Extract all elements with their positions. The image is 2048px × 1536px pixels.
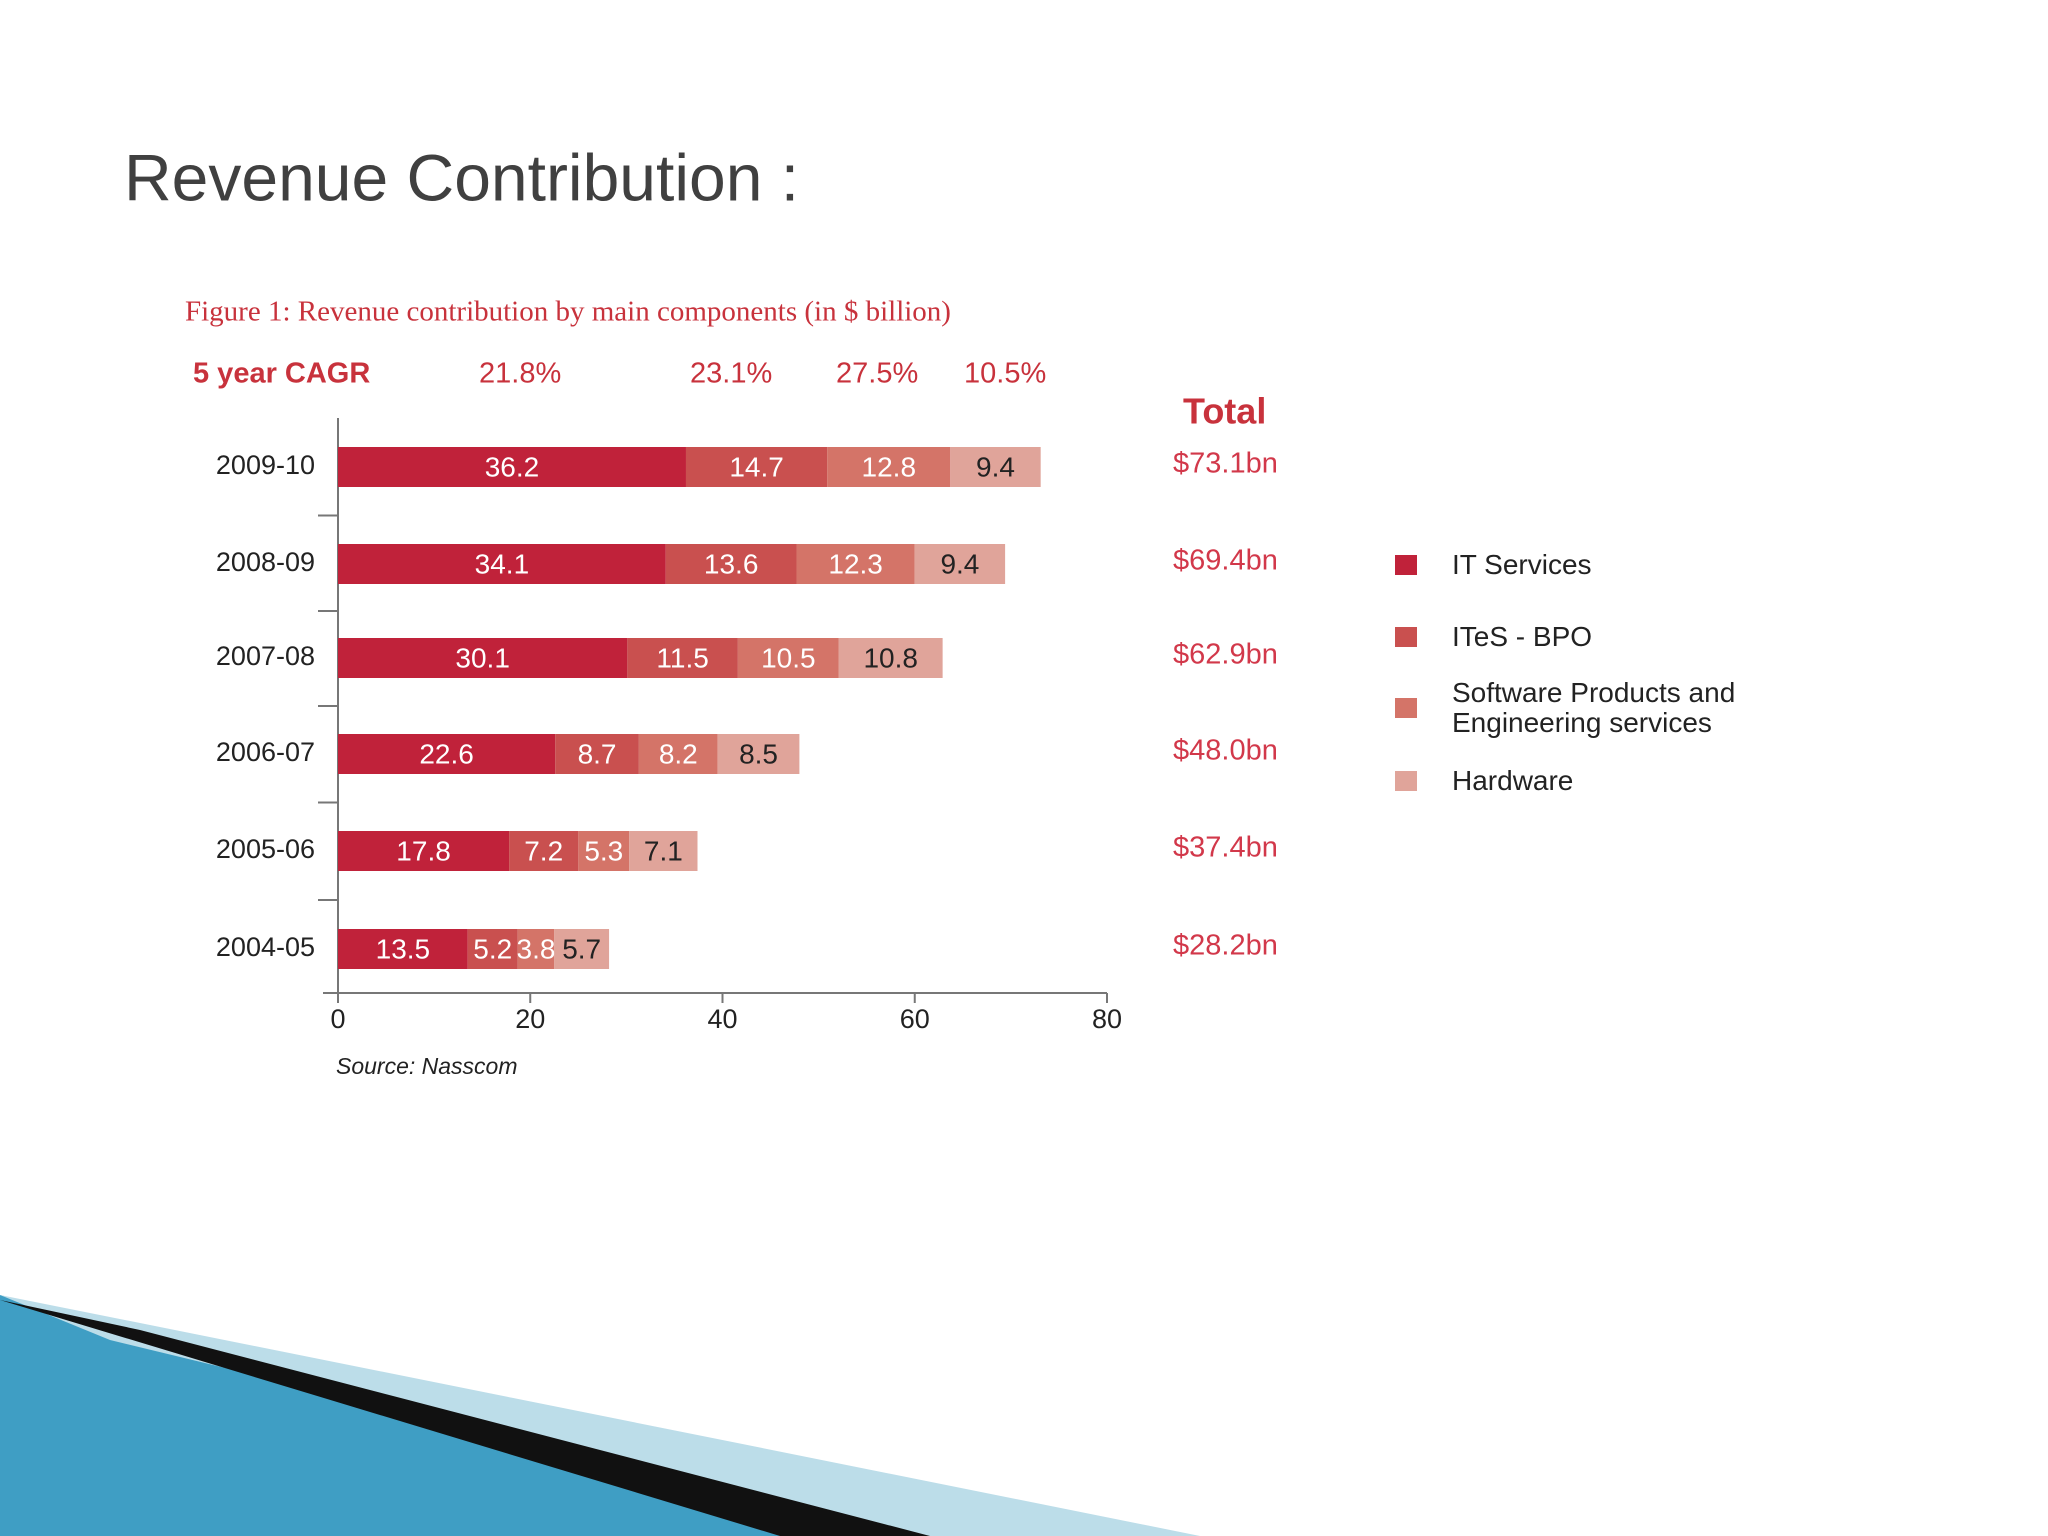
bar-value-label: 12.8	[862, 451, 917, 482]
x-tick-label: 60	[900, 1004, 930, 1034]
bar-value-label: 3.8	[517, 933, 556, 964]
bar-segment	[338, 447, 686, 487]
y-tick-label: 2006-07	[216, 737, 315, 767]
bar-value-label: 9.4	[940, 548, 979, 579]
bar-segment	[467, 929, 518, 969]
bar-value-label: 5.3	[584, 835, 623, 866]
slide-heading: Revenue Contribution :	[124, 140, 799, 214]
chart-title: Figure 1: Revenue contribution by main c…	[185, 296, 951, 328]
bar-segment	[827, 447, 951, 487]
bar-value-label: 14.7	[729, 451, 784, 482]
bar-segment	[950, 447, 1041, 487]
bar-value-label: 34.1	[475, 548, 530, 579]
bar-segment	[338, 831, 510, 871]
bar-segment	[578, 831, 630, 871]
legend-swatch	[1395, 771, 1417, 791]
total-label: $62.9bn	[1173, 639, 1278, 671]
y-tick-label: 2009-10	[216, 450, 315, 480]
total-label: $48.0bn	[1173, 735, 1278, 767]
legend-entry: ITeS - BPO	[1452, 621, 1593, 652]
bar-segment	[685, 447, 828, 487]
bar-value-label: 22.6	[419, 738, 474, 769]
bar-value-label: 10.5	[761, 642, 816, 673]
bar-value-label: 8.5	[739, 738, 778, 769]
total-label: $69.4bn	[1173, 545, 1278, 577]
bar-value-label: 5.7	[562, 933, 601, 964]
bar-segment	[338, 638, 628, 678]
bar-value-label: 30.1	[455, 642, 510, 673]
bar-value-label: 13.6	[704, 548, 759, 579]
x-tick-label: 20	[515, 1004, 545, 1034]
bar-value-label: 9.4	[976, 451, 1015, 482]
x-tick-label: 80	[1092, 1004, 1122, 1034]
bar-segment	[517, 929, 555, 969]
bar-value-label: 5.2	[473, 933, 512, 964]
bar-value-label: 7.1	[644, 835, 683, 866]
total-label: $28.2bn	[1173, 930, 1278, 962]
bar-segment	[665, 544, 797, 584]
legend-swatch	[1395, 698, 1417, 718]
bar-segment	[638, 734, 718, 774]
bar-segment	[796, 544, 915, 584]
legend-entry: IT Services	[1452, 549, 1592, 580]
bar-segment	[509, 831, 579, 871]
legend-label: ITeS - BPO	[1452, 621, 1593, 652]
bar-segment	[717, 734, 800, 774]
bar-value-label: 8.2	[659, 738, 698, 769]
source-note: Source: Nasscom	[336, 1053, 518, 1079]
x-tick-label: 40	[707, 1004, 737, 1034]
total-label: $73.1bn	[1173, 448, 1278, 480]
legend-label: IT Services	[1452, 549, 1592, 580]
y-tick-label: 2004-05	[216, 932, 315, 962]
total-label: $37.4bn	[1173, 832, 1278, 864]
cagr-value: 27.5%	[836, 358, 918, 390]
y-tick-label: 2005-06	[216, 834, 315, 864]
y-tick-label: 2007-08	[216, 641, 315, 671]
bar-segment	[338, 929, 468, 969]
decor-swoosh-light	[0, 1295, 1200, 1536]
bar-value-label: 11.5	[656, 642, 708, 673]
bar-segment	[838, 638, 943, 678]
bar-value-label: 12.3	[828, 548, 883, 579]
decor-swoosh-dark	[0, 1300, 930, 1536]
bar-segment	[338, 544, 666, 584]
legend-swatch	[1395, 555, 1417, 575]
bar-value-label: 13.5	[376, 933, 431, 964]
cagr-value: 10.5%	[964, 358, 1046, 390]
bar-value-label: 10.8	[863, 642, 918, 673]
bar-value-label: 36.2	[485, 451, 540, 482]
legend-swatch	[1395, 627, 1417, 647]
bar-segment	[737, 638, 839, 678]
bar-segment	[338, 734, 556, 774]
legend-entry: Software Products and Engineering servic…	[1452, 677, 1736, 738]
bar-segment	[627, 638, 738, 678]
bar-value-label: 17.8	[396, 835, 451, 866]
total-header: Total	[1183, 391, 1266, 432]
legend-label: Software Products and Engineering servic…	[1452, 677, 1736, 738]
y-tick-label: 2008-09	[216, 547, 315, 577]
x-tick-label: 0	[330, 1004, 345, 1034]
cagr-value: 21.8%	[479, 358, 561, 390]
bar-segment	[555, 734, 639, 774]
cagr-value: 23.1%	[690, 358, 772, 390]
bar-segment	[914, 544, 1006, 584]
legend-label: Hardware	[1452, 765, 1574, 796]
cagr-label: 5 year CAGR	[193, 358, 370, 390]
legend-entry: Hardware	[1452, 765, 1574, 796]
bar-segment	[629, 831, 698, 871]
bar-value-label: 8.7	[578, 738, 617, 769]
bar-segment	[554, 929, 610, 969]
bar-value-label: 7.2	[524, 835, 563, 866]
